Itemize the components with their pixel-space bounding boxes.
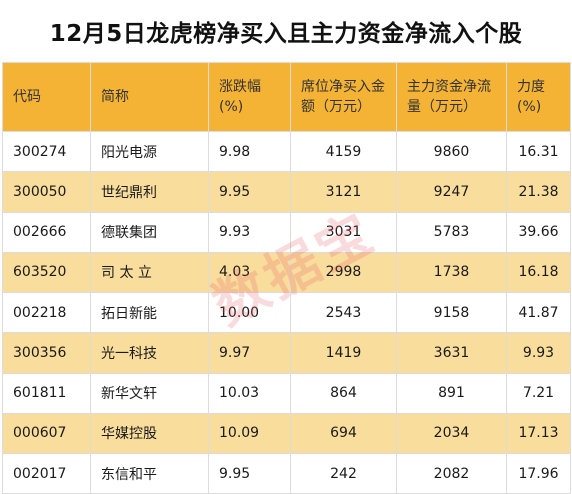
cell-name: 世纪鼎利 <box>90 171 209 213</box>
cell-code: 002666 <box>2 211 91 253</box>
cell-intensity: 16.18 <box>506 251 571 294</box>
cell-code: 000607 <box>2 412 91 455</box>
cell-seat-net-buy: 864 <box>290 372 397 414</box>
cell-code: 002218 <box>2 291 91 334</box>
cell-seat-net-buy: 2543 <box>290 291 397 334</box>
table-row: 300050 世纪鼎利 9.95 3121 9247 21.38 <box>2 171 571 213</box>
cell-name: 拓日新能 <box>90 291 209 334</box>
cell-name: 东信和平 <box>90 452 209 494</box>
cell-change-pct: 4.03 <box>208 251 291 294</box>
cell-main-fund-inflow: 2082 <box>396 452 507 494</box>
cell-intensity: 7.21 <box>506 372 571 414</box>
cell-main-fund-inflow: 2034 <box>396 412 507 455</box>
cell-main-fund-inflow: 3631 <box>396 332 507 374</box>
table-row: 601811 新华文轩 10.03 864 891 7.21 <box>2 372 571 414</box>
cell-seat-net-buy: 4159 <box>290 130 397 173</box>
cell-change-pct: 9.95 <box>208 452 291 494</box>
cell-intensity: 17.96 <box>506 452 571 494</box>
cell-intensity: 17.13 <box>506 412 571 455</box>
cell-main-fund-inflow: 1738 <box>396 251 507 294</box>
cell-code: 603520 <box>2 251 91 294</box>
header-seat-net-buy: 席位净买入金 额（万元） <box>290 62 397 132</box>
cell-change-pct: 10.09 <box>208 412 291 455</box>
header-intensity: 力度 (%) <box>506 62 571 132</box>
cell-name: 新华文轩 <box>90 372 209 414</box>
cell-change-pct: 9.93 <box>208 211 291 253</box>
cell-main-fund-inflow: 891 <box>396 372 507 414</box>
header-main-fund-inflow: 主力资金净流 量（万元） <box>396 62 507 132</box>
cell-name: 华媒控股 <box>90 412 209 455</box>
table-header-row: 代码 简称 涨跌幅 (%) 席位净买入金 额（万元） 主力资金净流 量（万元） 力度(… <box>2 62 571 132</box>
cell-code: 300050 <box>2 171 91 213</box>
cell-seat-net-buy: 1419 <box>290 332 397 374</box>
cell-code: 300356 <box>2 332 91 374</box>
cell-name: 司 太 立 <box>90 251 209 294</box>
header-name: 简称 <box>90 62 209 132</box>
cell-change-pct: 9.98 <box>208 130 291 173</box>
table-row: 300356 光一科技 9.97 1419 3631 9.93 <box>2 332 571 374</box>
cell-name: 德联集团 <box>90 211 209 253</box>
table-row: 002218 拓日新能 10.00 2543 9158 41.87 <box>2 291 571 334</box>
table-row: 002666 德联集团 9.93 3031 5783 39.66 <box>2 211 571 253</box>
cell-main-fund-inflow: 9247 <box>396 171 507 213</box>
table-row: 300274 阳光电源 9.98 4159 9860 16.31 <box>2 130 571 173</box>
cell-seat-net-buy: 3121 <box>290 171 397 213</box>
cell-intensity: 41.87 <box>506 291 571 334</box>
cell-change-pct: 10.03 <box>208 372 291 414</box>
cell-intensity: 21.38 <box>506 171 571 213</box>
header-change-pct: 涨跌幅 (%) <box>208 62 291 132</box>
cell-name: 光一科技 <box>90 332 209 374</box>
cell-change-pct: 9.95 <box>208 171 291 213</box>
cell-main-fund-inflow: 9860 <box>396 130 507 173</box>
cell-main-fund-inflow: 9158 <box>396 291 507 334</box>
cell-change-pct: 10.00 <box>208 291 291 334</box>
cell-seat-net-buy: 3031 <box>290 211 397 253</box>
table-row: 002017 东信和平 9.95 242 2082 17.96 <box>2 452 571 494</box>
cell-change-pct: 9.97 <box>208 332 291 374</box>
cell-name: 阳光电源 <box>90 130 209 173</box>
page-title: 12月5日龙虎榜净买入且主力资金净流入个股 <box>49 21 523 47</box>
stock-table: 代码 简称 涨跌幅 (%) 席位净买入金 额（万元） 主力资金净流 量（万元） 力度(… <box>2 62 571 494</box>
table-row: 000607 华媒控股 10.09 694 2034 17.13 <box>2 412 571 455</box>
cell-seat-net-buy: 2998 <box>290 251 397 294</box>
table-row: 603520 司 太 立 4.03 2998 1738 16.18 <box>2 251 571 294</box>
cell-intensity: 16.31 <box>506 130 571 173</box>
cell-intensity: 9.93 <box>506 332 571 374</box>
cell-main-fund-inflow: 5783 <box>396 211 507 253</box>
cell-code: 300274 <box>2 130 91 173</box>
cell-seat-net-buy: 242 <box>290 452 397 494</box>
cell-code: 601811 <box>2 372 91 414</box>
cell-code: 002017 <box>2 452 91 494</box>
cell-intensity: 39.66 <box>506 211 571 253</box>
header-code: 代码 <box>2 62 91 132</box>
cell-seat-net-buy: 694 <box>290 412 397 455</box>
